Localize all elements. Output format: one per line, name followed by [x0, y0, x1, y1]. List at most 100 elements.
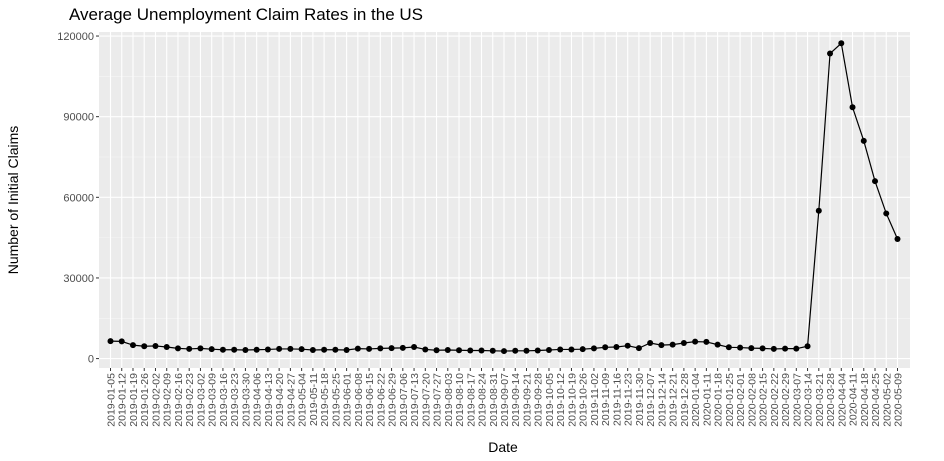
data-point — [107, 338, 114, 345]
data-point — [669, 341, 676, 348]
data-point — [849, 104, 856, 111]
x-tick-label: 2020-02-08 — [746, 373, 758, 427]
data-point — [635, 345, 642, 352]
x-tick-label: 2019-12-21 — [668, 373, 680, 427]
x-tick-label: 2019-01-12 — [117, 373, 129, 427]
x-tick-label: 2019-06-22 — [375, 373, 387, 427]
x-tick-label: 2020-02-29 — [780, 373, 792, 427]
data-point — [860, 137, 867, 144]
x-tick-label: 2019-10-05 — [544, 373, 556, 427]
data-point — [714, 341, 721, 348]
x-tick-label: 2019-02-16 — [173, 373, 185, 427]
data-point — [118, 338, 125, 345]
x-tick-label: 2019-02-09 — [162, 373, 174, 427]
x-tick-label: 2019-07-27 — [432, 373, 444, 427]
data-point — [422, 346, 429, 353]
x-tick-label: 2020-05-09 — [893, 373, 905, 427]
x-tick-label: 2019-06-01 — [342, 373, 354, 427]
data-point — [354, 345, 361, 352]
x-tick-label: 2019-03-02 — [195, 373, 207, 427]
data-point — [343, 346, 350, 353]
x-tick-label: 2020-04-25 — [870, 373, 882, 427]
data-point — [321, 346, 328, 353]
data-point — [276, 345, 283, 352]
x-tick-label: 2019-04-06 — [252, 373, 264, 427]
data-point — [534, 347, 541, 354]
data-point — [501, 348, 507, 355]
data-point — [253, 346, 260, 353]
y-tick-label: 90000 — [63, 112, 94, 124]
x-tick-label: 2019-06-29 — [387, 373, 399, 427]
x-tick-label: 2019-03-30 — [240, 373, 252, 427]
y-axis-title: Number of Initial Claims — [5, 126, 21, 275]
x-tick-label: 2019-12-28 — [679, 373, 691, 427]
x-axis-ticks: 2019-01-05 2019-01-12 2019-01-19 2019-01-26… — [106, 368, 905, 427]
x-tick-label: 2020-01-04 — [690, 373, 702, 427]
data-point — [658, 342, 665, 349]
data-point — [174, 345, 181, 352]
data-point — [748, 345, 755, 352]
x-tick-label: 2019-11-09 — [600, 373, 612, 426]
data-point — [456, 347, 463, 354]
x-tick-label: 2019-04-27 — [285, 373, 297, 427]
major-gridlines — [99, 32, 910, 368]
x-tick-label: 2020-02-22 — [769, 373, 781, 427]
x-tick-label: 2020-02-01 — [735, 373, 747, 427]
data-point — [872, 178, 879, 185]
x-tick-label: 2020-01-11 — [701, 373, 713, 426]
data-point — [411, 344, 418, 351]
data-point — [883, 210, 890, 217]
data-point — [197, 345, 204, 352]
data-point — [186, 345, 193, 352]
data-point — [264, 346, 271, 353]
data-point — [388, 345, 395, 352]
x-tick-label: 2019-12-07 — [645, 373, 657, 427]
data-point — [489, 347, 496, 354]
x-tick-label: 2019-12-14 — [656, 373, 668, 427]
data-point — [815, 207, 822, 214]
data-point — [287, 345, 294, 352]
x-tick-label: 2019-05-18 — [319, 373, 331, 427]
x-tick-label: 2019-04-13 — [263, 373, 275, 427]
x-tick-label: 2019-08-03 — [443, 373, 455, 427]
data-point — [579, 346, 586, 353]
data-point — [624, 342, 631, 349]
data-point — [219, 346, 226, 353]
x-tick-label: 2020-04-18 — [859, 373, 871, 427]
x-tick-label: 2019-06-15 — [364, 373, 376, 427]
data-point — [804, 343, 811, 350]
x-tick-label: 2020-02-15 — [758, 373, 770, 427]
x-tick-label: 2019-10-26 — [578, 373, 590, 427]
data-points — [107, 40, 901, 355]
x-tick-label: 2019-03-16 — [218, 373, 230, 427]
data-point — [377, 345, 384, 352]
x-tick-label: 2019-09-28 — [533, 373, 545, 427]
data-point — [602, 344, 609, 351]
data-point — [298, 346, 305, 353]
data-point — [827, 50, 834, 57]
data-point — [647, 340, 654, 347]
data-point — [838, 40, 845, 47]
x-axis-title: Date — [488, 439, 518, 455]
x-tick-label: 2019-01-26 — [139, 373, 151, 427]
x-tick-label: 2020-03-07 — [791, 373, 803, 427]
x-tick-label: 2019-07-06 — [398, 373, 410, 427]
data-point — [568, 346, 575, 353]
data-point — [545, 346, 552, 353]
x-tick-label: 2019-01-19 — [128, 373, 140, 427]
x-tick-label: 2019-04-20 — [274, 373, 286, 427]
chart-title: Average Unemployment Claim Rates in the … — [69, 5, 423, 24]
x-tick-label: 2020-01-18 — [713, 373, 725, 427]
x-tick-label: 2019-10-19 — [566, 373, 578, 427]
x-tick-label: 2019-08-10 — [454, 373, 466, 427]
x-tick-label: 2019-02-02 — [150, 373, 162, 427]
x-tick-label: 2020-04-04 — [836, 373, 848, 427]
x-tick-label: 2019-07-20 — [420, 373, 432, 427]
data-point — [793, 345, 800, 352]
data-point — [444, 346, 451, 353]
x-tick-label: 2020-03-28 — [825, 373, 837, 427]
data-point — [613, 344, 620, 351]
data-point — [242, 346, 249, 353]
x-tick-label: 2019-05-04 — [297, 373, 309, 427]
